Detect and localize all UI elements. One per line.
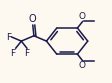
Text: F: F: [24, 49, 29, 58]
Text: O: O: [29, 14, 36, 24]
Text: F: F: [6, 33, 11, 42]
Text: O: O: [78, 61, 85, 70]
Text: F: F: [10, 49, 15, 58]
Text: O: O: [78, 12, 85, 21]
